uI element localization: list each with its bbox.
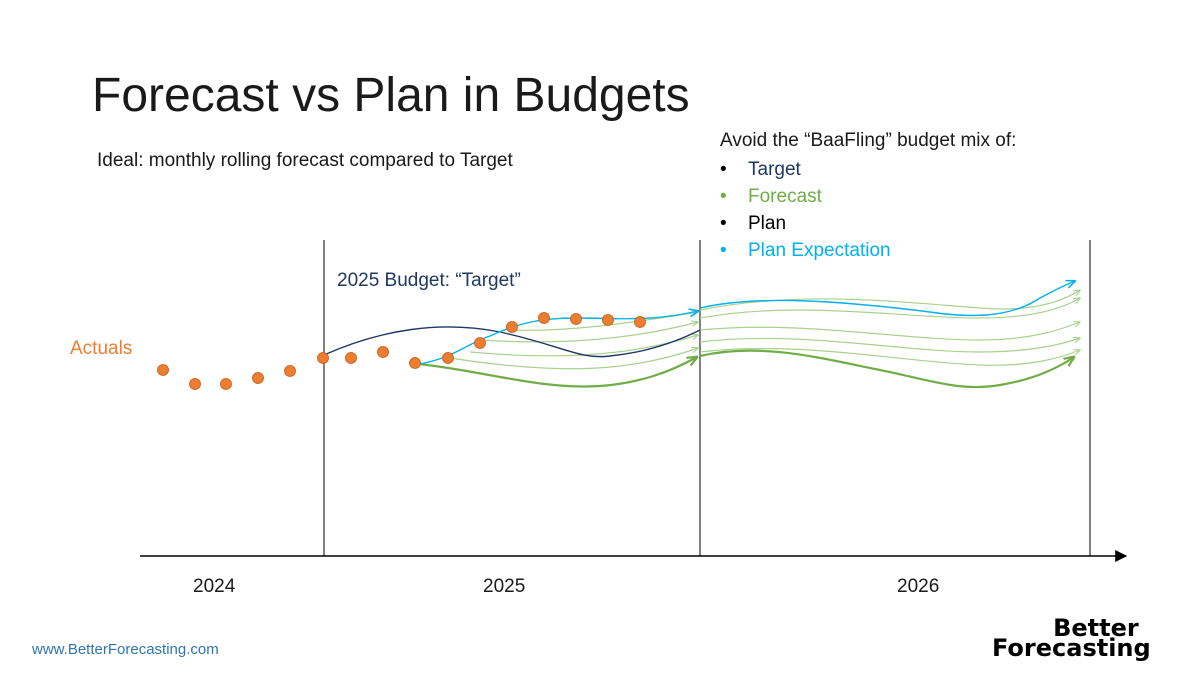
forecast-line-2026 [699,349,1074,389]
forecast-fan-line [699,298,1080,319]
subtitle: Ideal: monthly rolling forecast compared… [97,150,513,171]
actual-dot [570,313,582,325]
bullet-icon: • [720,159,727,180]
bullet-icon: • [720,240,727,261]
actual-dot [442,352,454,364]
avoid-item-label: Forecast [748,186,822,207]
actual-dot [220,378,232,390]
bullet-icon: • [720,186,727,207]
actuals-label: Actuals [70,338,133,359]
actual-dot [252,372,264,384]
footer-url-link[interactable]: www.BetterForecasting.com [32,641,219,658]
forecast-fan-line [699,338,1080,353]
bullet-icon: • [720,213,727,234]
actual-dot [284,365,296,377]
forecast-line-2025 [417,357,697,388]
actual-dot [189,378,201,390]
avoid-item-label: Plan [748,213,787,234]
forecast-fan-line [699,347,1080,366]
logo-line-2: Forecasting [992,634,1151,662]
avoid-item-plan-expectation: • Plan Expectation [720,237,891,264]
page-title: Forecast vs Plan in Budgets [92,69,690,122]
avoid-item-forecast: • Forecast [720,183,891,210]
forecast-fan-line [699,322,1080,341]
actual-dot [409,357,421,369]
year-label-2024: 2024 [193,576,236,597]
logo-line-1: Better [1053,614,1139,642]
year-label-2025: 2025 [483,576,526,597]
actual-dot [506,321,518,333]
budget-target-label: 2025 Budget: “Target” [337,270,521,291]
actual-dot [377,346,389,358]
avoid-item-label: Target [748,159,801,180]
avoid-list: • Target • Forecast • Plan • Plan Expectatio… [720,156,891,264]
actual-dot [538,312,550,324]
actual-dot [602,314,614,326]
forecast-fan-line [479,322,698,343]
avoid-heading: Avoid the “BaaFling” budget mix of: [720,130,1017,151]
actual-dot [345,352,357,364]
target-line [323,326,701,358]
actual-dot [634,316,646,328]
plan-expectation-line-2026 [699,281,1075,317]
better-forecasting-logo: Better Forecasting [992,614,1151,662]
avoid-item-label: Plan Expectation [748,240,891,261]
forecast-fan-line [449,348,698,370]
avoid-item-target: • Target [720,156,891,183]
actual-dot [157,364,169,376]
actual-dot [317,352,329,364]
avoid-item-plan: • Plan [720,210,891,237]
year-label-2026: 2026 [897,576,940,597]
actual-dot [474,337,486,349]
actuals-series [157,312,646,390]
